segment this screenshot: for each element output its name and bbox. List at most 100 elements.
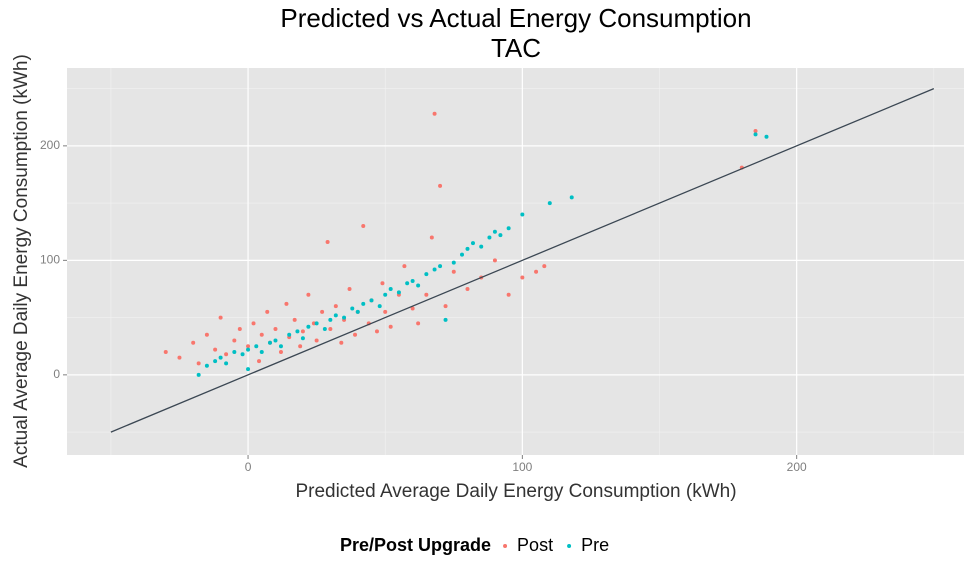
point — [492, 229, 497, 234]
point — [218, 315, 223, 320]
point — [506, 292, 511, 297]
point — [322, 327, 327, 332]
point — [764, 134, 769, 139]
chart-title: Predicted vs Actual Energy Consumption — [280, 3, 751, 33]
point — [443, 317, 448, 322]
point — [298, 344, 303, 349]
point — [465, 246, 470, 251]
point — [246, 347, 251, 352]
point — [196, 361, 201, 366]
legend-label: Pre — [581, 535, 609, 555]
point — [191, 340, 196, 345]
point — [388, 286, 393, 291]
point — [177, 355, 182, 360]
point — [374, 329, 379, 334]
point — [451, 269, 456, 274]
point — [320, 309, 325, 314]
point — [465, 286, 470, 291]
point — [240, 352, 245, 357]
point — [311, 321, 316, 326]
point — [388, 324, 393, 329]
point — [753, 128, 758, 133]
point — [259, 349, 264, 354]
point — [410, 306, 415, 311]
point — [542, 264, 547, 269]
point — [377, 304, 382, 309]
point — [300, 329, 305, 334]
point — [333, 313, 338, 318]
point — [380, 281, 385, 286]
point — [246, 367, 251, 372]
point — [306, 292, 311, 297]
point — [213, 359, 218, 364]
point — [569, 195, 574, 200]
point — [314, 321, 319, 326]
point — [369, 298, 374, 303]
point — [405, 281, 410, 286]
point — [347, 286, 352, 291]
point — [278, 349, 283, 354]
point — [237, 327, 242, 332]
x-axis-label: Predicted Average Daily Energy Consumpti… — [295, 481, 736, 502]
point — [213, 347, 218, 352]
point — [429, 235, 434, 240]
point — [265, 309, 270, 314]
point — [492, 258, 497, 263]
point — [259, 332, 264, 337]
point — [163, 349, 168, 354]
chart-subtitle: TAC — [491, 33, 541, 63]
point — [328, 317, 333, 322]
point — [292, 317, 297, 322]
point — [424, 272, 429, 277]
point — [438, 183, 443, 188]
point — [333, 304, 338, 309]
plot-panel — [67, 68, 964, 455]
point — [416, 321, 421, 326]
point — [295, 329, 300, 334]
point — [460, 252, 465, 257]
point — [246, 344, 251, 349]
point — [287, 332, 292, 337]
point — [506, 226, 511, 231]
point — [306, 324, 311, 329]
point — [196, 372, 201, 377]
point — [273, 338, 278, 343]
y-tick-label: 100 — [40, 253, 60, 267]
point — [438, 264, 443, 269]
point — [314, 338, 319, 343]
point — [498, 233, 503, 238]
point — [534, 269, 539, 274]
point — [416, 283, 421, 288]
point — [355, 309, 360, 314]
point — [383, 292, 388, 297]
point — [402, 264, 407, 269]
point — [487, 235, 492, 240]
point — [232, 338, 237, 343]
point — [218, 355, 223, 360]
point — [251, 321, 256, 326]
point — [257, 359, 262, 364]
point — [328, 327, 333, 332]
point — [353, 332, 358, 337]
point — [443, 304, 448, 309]
point — [361, 224, 366, 229]
x-tick-label: 200 — [787, 460, 807, 474]
point — [232, 349, 237, 354]
legend-title: Pre/Post Upgrade — [340, 535, 491, 555]
x-tick-label: 100 — [512, 460, 532, 474]
point — [284, 301, 289, 306]
y-tick-label: 200 — [40, 138, 60, 152]
reference-line — [110, 88, 935, 433]
point — [361, 301, 366, 306]
point — [547, 201, 552, 206]
point — [383, 309, 388, 314]
point — [278, 344, 283, 349]
point — [267, 340, 272, 345]
point — [325, 240, 330, 245]
point — [224, 361, 229, 366]
point — [342, 315, 347, 320]
point — [424, 292, 429, 297]
point — [432, 111, 437, 116]
point — [273, 327, 278, 332]
